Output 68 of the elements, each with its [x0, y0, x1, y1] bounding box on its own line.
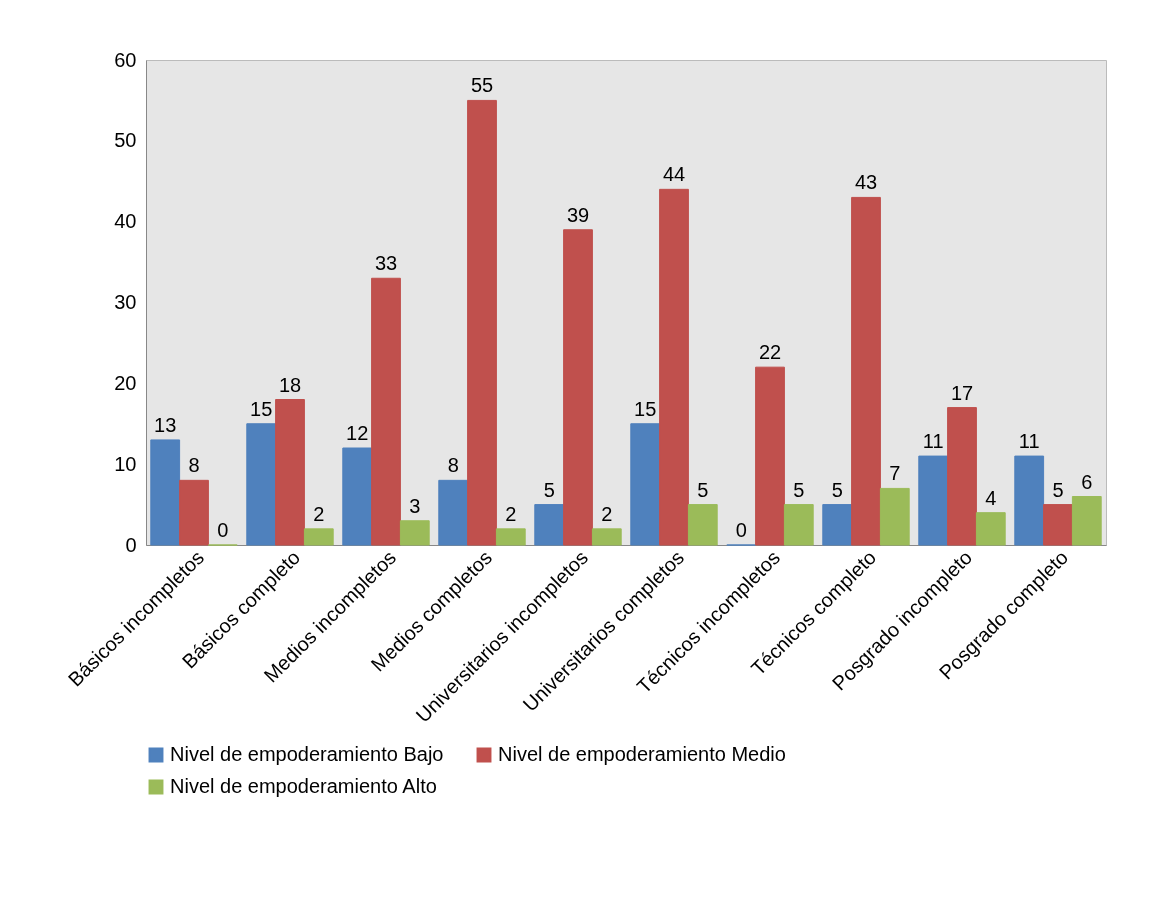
bar	[1071, 496, 1102, 546]
data-label: 11	[1018, 430, 1040, 453]
data-label: 22	[758, 341, 782, 364]
bar	[879, 487, 910, 546]
data-label: 33	[374, 252, 398, 275]
y-tick-label: 10	[114, 452, 137, 475]
bar	[246, 423, 277, 546]
data-label: 3	[409, 494, 421, 517]
bar	[342, 447, 373, 546]
bar	[918, 455, 949, 546]
bar	[1014, 455, 1045, 546]
y-tick-label: 60	[114, 48, 137, 71]
bar	[659, 188, 689, 546]
data-label: 2	[601, 502, 613, 525]
y-tick-label: 20	[114, 371, 137, 394]
data-label: 5	[697, 478, 709, 501]
bar	[851, 196, 881, 546]
legend-label: Nivel de empoderamiento Alto	[170, 775, 437, 797]
data-label: 18	[278, 373, 302, 396]
data-label: 5	[831, 478, 843, 501]
bar	[783, 504, 814, 546]
y-tick-label: 30	[114, 291, 137, 313]
bar	[495, 528, 526, 546]
data-label: 12	[346, 422, 369, 444]
data-label: 0	[217, 519, 229, 541]
bar	[975, 512, 1006, 546]
data-label: 8	[447, 454, 459, 477]
data-label: 5	[1052, 478, 1064, 501]
bar	[399, 520, 430, 546]
data-label: 15	[250, 397, 273, 420]
data-label: 7	[889, 462, 901, 485]
data-label: 2	[313, 502, 325, 525]
bar	[755, 366, 785, 546]
bar	[822, 504, 853, 546]
bar	[467, 99, 497, 546]
data-label: 5	[793, 478, 805, 501]
data-label: 13	[154, 413, 177, 436]
data-label: 6	[1081, 470, 1093, 493]
bar	[371, 277, 401, 546]
y-tick-label: 0	[125, 533, 137, 556]
data-label: 55	[470, 74, 494, 97]
y-tick-label: 50	[114, 129, 137, 152]
bar	[534, 504, 565, 546]
y-tick-label: 40	[114, 210, 137, 233]
data-label: 17	[950, 381, 974, 404]
bar	[303, 528, 334, 546]
bar	[1043, 504, 1073, 546]
data-label: 43	[854, 171, 878, 194]
data-label: 4	[985, 486, 997, 509]
bar	[630, 423, 661, 546]
data-label: 39	[566, 203, 590, 226]
bar	[687, 504, 718, 546]
bar	[150, 439, 181, 546]
data-label: 5	[543, 478, 555, 501]
data-label: 2	[505, 502, 517, 525]
bar	[275, 399, 305, 546]
data-label: 0	[735, 519, 747, 541]
bar	[947, 407, 977, 546]
data-label: 15	[634, 397, 657, 420]
bar	[563, 229, 593, 546]
bar	[179, 479, 209, 546]
data-label: 8	[188, 454, 200, 477]
data-label: 44	[662, 163, 686, 186]
legend-label: Nivel de empoderamiento Bajo	[170, 743, 444, 765]
bar	[591, 528, 622, 546]
data-label: 11	[922, 430, 944, 453]
legend-label: Nivel de empoderamiento Medio	[498, 743, 786, 765]
bar	[438, 479, 469, 546]
